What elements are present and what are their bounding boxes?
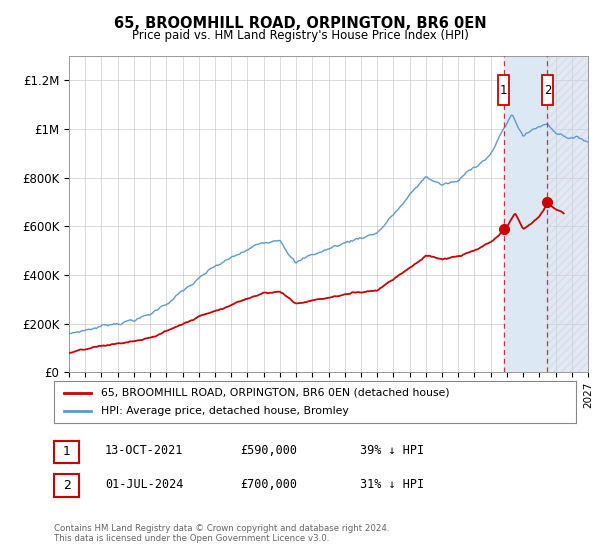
Bar [542,76,553,105]
Text: 39% ↓ HPI: 39% ↓ HPI [360,444,424,458]
Text: 65, BROOMHILL ROAD, ORPINGTON, BR6 0EN: 65, BROOMHILL ROAD, ORPINGTON, BR6 0EN [113,16,487,31]
Text: 2: 2 [62,479,71,492]
Text: £590,000: £590,000 [240,444,297,458]
Text: 01-JUL-2024: 01-JUL-2024 [105,478,184,491]
Bar [498,76,509,105]
Bar [503,56,547,372]
Text: 31% ↓ HPI: 31% ↓ HPI [360,478,424,491]
Text: £700,000: £700,000 [240,478,297,491]
Text: Contains HM Land Registry data © Crown copyright and database right 2024.
This d: Contains HM Land Registry data © Crown c… [54,524,389,543]
Text: HPI: Average price, detached house, Bromley: HPI: Average price, detached house, Brom… [101,406,349,416]
Text: Price paid vs. HM Land Registry's House Price Index (HPI): Price paid vs. HM Land Registry's House … [131,29,469,42]
Text: 2: 2 [544,83,551,96]
Text: 1: 1 [500,83,507,96]
Bar [547,56,588,372]
Text: 13-OCT-2021: 13-OCT-2021 [105,444,184,458]
Text: 1: 1 [62,445,71,459]
Text: 65, BROOMHILL ROAD, ORPINGTON, BR6 0EN (detached house): 65, BROOMHILL ROAD, ORPINGTON, BR6 0EN (… [101,388,449,398]
